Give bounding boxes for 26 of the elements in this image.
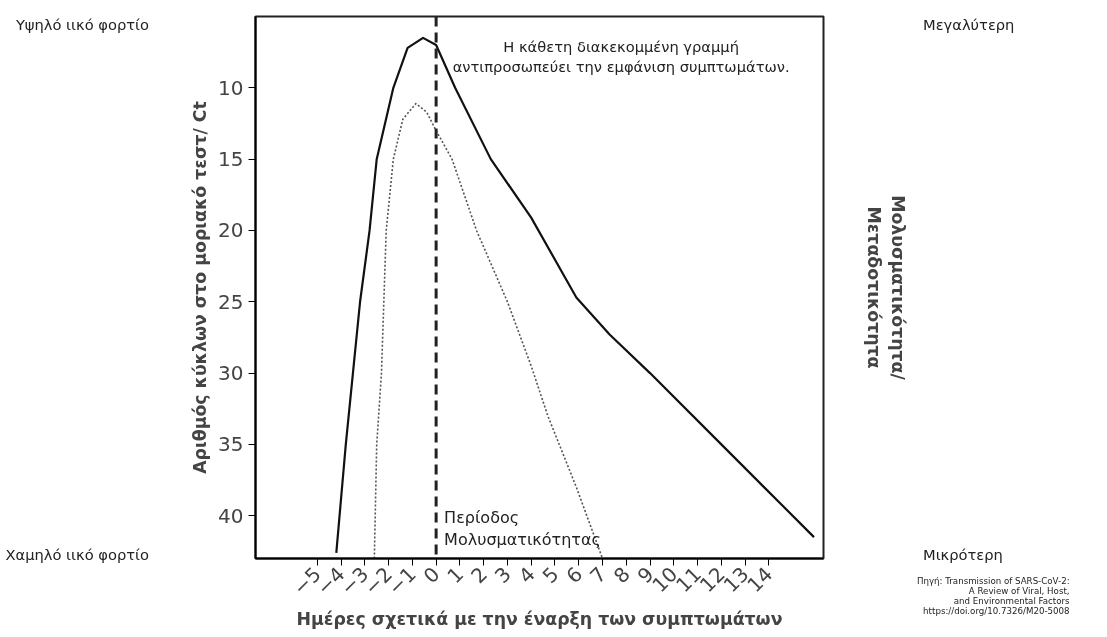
text: Χαμηλό ιικό φορτίο xyxy=(5,545,149,565)
x-tick-label: 1 xyxy=(442,562,469,588)
x-tick-label: 6 xyxy=(561,562,588,588)
y-axis-title: Αριθμός κύκλων στο μοριακό τεστ/ Ct xyxy=(190,101,211,474)
y-tick-label: 15 xyxy=(218,147,244,172)
text: Υψηλό ιικό φορτίο xyxy=(15,15,149,35)
text: Πηγή: Transmission of SARS-CoV-2: A Review of Viral, Host, and Environmental Factors https://doi.org/10.7326/M20-5008 xyxy=(917,576,1070,617)
y-tick-label: 35 xyxy=(218,432,244,457)
line-series xyxy=(335,36,816,554)
x-tick-label: 5 xyxy=(537,562,564,588)
x-axis-title: Ημέρες σχετικά με την έναρξη των συμπτωμάτων xyxy=(296,609,783,630)
y-tick-label: 25 xyxy=(218,289,244,314)
annotation: Η κάθετη διακεκομμένη γραμμή αντιπροσωπεύει την εμφάνιση συμπτωμάτων. xyxy=(452,37,790,76)
y-tick-label: 10 xyxy=(218,75,244,100)
annotation: Περίοδος Μολυσματικότητας xyxy=(444,507,601,550)
text: Μεγαλύτερη xyxy=(923,15,1015,35)
line-series xyxy=(373,102,604,559)
y-tick-label: 30 xyxy=(218,361,244,386)
x-tick-label: 8 xyxy=(608,562,635,588)
y2-axis-title: Μολυσματικότητα/ Μεταδοτικότητα xyxy=(863,195,908,381)
text: Μικρότερη xyxy=(923,545,1003,565)
x-tick-label: 7 xyxy=(585,562,611,588)
x-tick-label: 4 xyxy=(513,562,540,588)
y-tick-label: 40 xyxy=(218,503,244,528)
x-tick-label: 0 xyxy=(418,562,445,588)
y-tick-label: 20 xyxy=(218,218,244,243)
